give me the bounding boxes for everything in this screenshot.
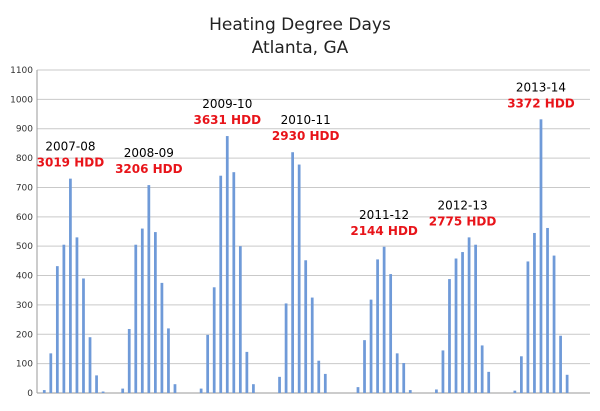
bar [435, 389, 438, 393]
y-axis: 0 100 200 300 400 500 600 700 800 900 1000 1100 [10, 66, 33, 399]
bar [69, 178, 72, 393]
bar [134, 244, 138, 393]
y-tick-label: 200 [16, 330, 33, 340]
bar [546, 227, 549, 393]
bars [42, 119, 569, 394]
bar [42, 390, 46, 393]
season-total-label: 3372 HDD [507, 96, 575, 110]
chart-title: Heating Degree Days [209, 15, 391, 35]
season-label: 2007-08 [45, 140, 95, 154]
bar [88, 337, 92, 393]
bar [408, 390, 412, 393]
season-label: 2013-14 [516, 80, 566, 94]
bar [539, 119, 543, 394]
season-total-label: 3206 HDD [115, 162, 183, 176]
bar [278, 376, 281, 393]
season-label: 2008-09 [124, 146, 174, 160]
bar [154, 232, 157, 393]
bar [310, 297, 314, 393]
y-tick-label: 500 [16, 242, 33, 252]
bar [448, 279, 451, 393]
season-total-label: 3631 HDD [193, 113, 261, 127]
y-tick-label: 400 [16, 272, 33, 282]
bar [559, 335, 562, 393]
bar [474, 244, 477, 393]
bar [147, 185, 151, 393]
season-labels: 2007-08 3019 HDD 2008-09 3206 HDD 2009-10 363… [37, 80, 575, 237]
bar [402, 363, 406, 393]
bar [206, 334, 210, 393]
bar [487, 371, 491, 393]
bar [526, 261, 530, 393]
bar [167, 328, 170, 393]
season-label: 2012-13 [437, 198, 487, 212]
bar [520, 356, 523, 393]
bar [75, 237, 79, 393]
bar [212, 287, 216, 393]
y-tick-label: 1000 [10, 95, 33, 105]
bar [284, 303, 288, 393]
bar [225, 136, 229, 393]
bar [382, 246, 386, 393]
bar [369, 299, 373, 393]
bar [199, 388, 203, 393]
bar [291, 152, 294, 393]
bar [467, 237, 471, 393]
y-tick-label: 100 [16, 360, 33, 370]
season-total-label: 2930 HDD [272, 129, 340, 143]
bar [232, 172, 236, 393]
bar [454, 258, 458, 393]
bar [173, 384, 177, 393]
bar [441, 350, 445, 393]
bar [395, 353, 399, 393]
bar [160, 282, 164, 393]
bar [356, 387, 360, 393]
bar [297, 164, 301, 393]
season-total-label: 3019 HDD [37, 156, 105, 170]
bar [533, 232, 536, 393]
bar [565, 374, 569, 393]
bar [304, 260, 308, 393]
y-tick-label: 1100 [10, 66, 33, 76]
bar [140, 228, 144, 393]
bar [95, 375, 98, 393]
bar [376, 259, 379, 393]
y-tick-label: 800 [16, 154, 33, 164]
bar [389, 274, 393, 393]
bar [55, 266, 59, 393]
bar [480, 345, 484, 393]
bar [121, 388, 125, 393]
y-tick-label: 900 [16, 125, 33, 135]
bar [317, 360, 321, 393]
chart-subtitle: Atlanta, GA [252, 38, 349, 58]
bar [461, 252, 464, 393]
season-label: 2011-12 [359, 208, 409, 222]
season-total-label: 2775 HDD [429, 214, 497, 228]
bar [252, 384, 255, 393]
bar [82, 278, 85, 393]
y-tick-label: 300 [16, 301, 33, 311]
bar [238, 246, 242, 393]
bar [101, 391, 105, 393]
bar [323, 373, 327, 393]
season-label: 2009-10 [202, 97, 252, 111]
bar [219, 175, 223, 393]
bar [245, 351, 249, 393]
season-label: 2010-11 [281, 113, 331, 127]
bar [49, 353, 53, 393]
bar [513, 390, 517, 393]
bar [127, 328, 131, 393]
y-tick-label: 0 [27, 389, 33, 399]
bar [363, 340, 366, 393]
y-tick-label: 600 [16, 213, 33, 223]
bar [552, 255, 556, 393]
season-total-label: 2144 HDD [350, 224, 418, 238]
bar [62, 244, 66, 393]
y-tick-label: 700 [16, 183, 33, 193]
